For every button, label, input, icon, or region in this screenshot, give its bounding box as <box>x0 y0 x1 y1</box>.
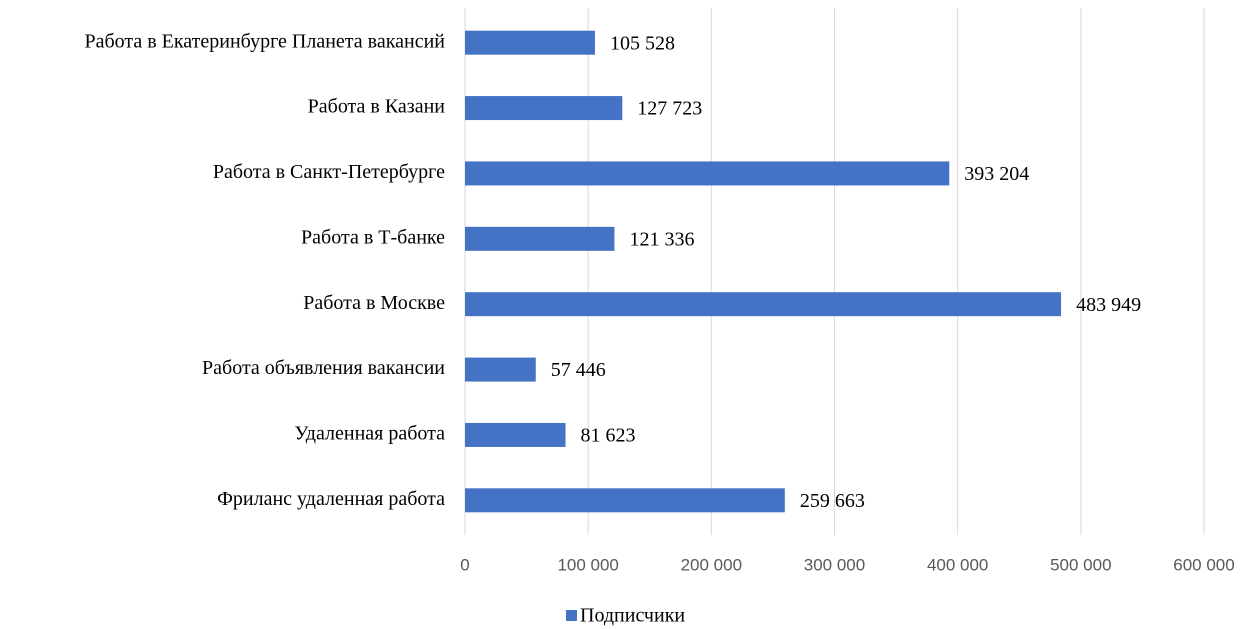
legend-label: Подписчики <box>580 605 685 627</box>
data-label: 121 336 <box>629 228 694 250</box>
y-tick-label: Работа в Екатеринбурге Планета вакансий <box>84 30 445 52</box>
bar <box>465 96 623 121</box>
data-label: 393 204 <box>964 163 1029 185</box>
bar <box>465 30 595 55</box>
x-tick-label: 100 000 <box>557 555 618 574</box>
data-label: 105 528 <box>610 32 675 54</box>
y-tick-label: Работа в Т-банке <box>301 226 445 248</box>
y-tick-label: Работа объявления вакансии <box>202 357 445 379</box>
y-tick-label: Работа в Москве <box>303 292 445 314</box>
x-tick-label: 400 000 <box>927 555 988 574</box>
x-tick-label: 0 <box>460 555 469 574</box>
bar <box>465 422 566 447</box>
bar <box>465 357 536 382</box>
x-tick-label: 200 000 <box>681 555 742 574</box>
bar <box>465 292 1062 317</box>
y-tick-label: Фриланс удаленная работа <box>217 488 445 510</box>
data-label: 57 446 <box>551 359 606 381</box>
legend-swatch <box>566 610 577 621</box>
bar <box>465 226 615 251</box>
y-tick-label: Работа в Казани <box>308 96 446 118</box>
data-label: 127 723 <box>637 98 702 120</box>
x-tick-label: 300 000 <box>804 555 865 574</box>
data-label: 81 623 <box>581 425 636 447</box>
y-tick-label: Удаленная работа <box>294 423 445 445</box>
data-label: 259 663 <box>800 490 865 512</box>
x-tick-label: 500 000 <box>1050 555 1111 574</box>
bar <box>465 488 785 513</box>
bar <box>465 161 950 186</box>
data-label: 483 949 <box>1076 294 1141 316</box>
x-tick-label: 600 000 <box>1173 555 1234 574</box>
y-tick-label: Работа в Санкт-Петербурге <box>213 161 445 183</box>
